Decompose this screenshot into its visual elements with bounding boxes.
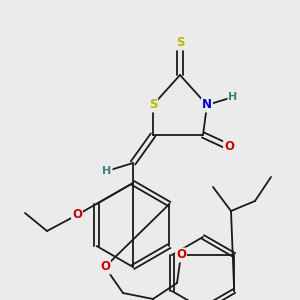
Text: H: H (102, 166, 112, 176)
Text: S: S (176, 37, 184, 50)
Text: N: N (202, 98, 212, 112)
Text: H: H (228, 92, 238, 102)
Text: O: O (100, 260, 110, 274)
Text: O: O (224, 140, 234, 154)
Text: O: O (176, 248, 186, 262)
Text: O: O (72, 208, 82, 221)
Text: S: S (149, 98, 157, 112)
